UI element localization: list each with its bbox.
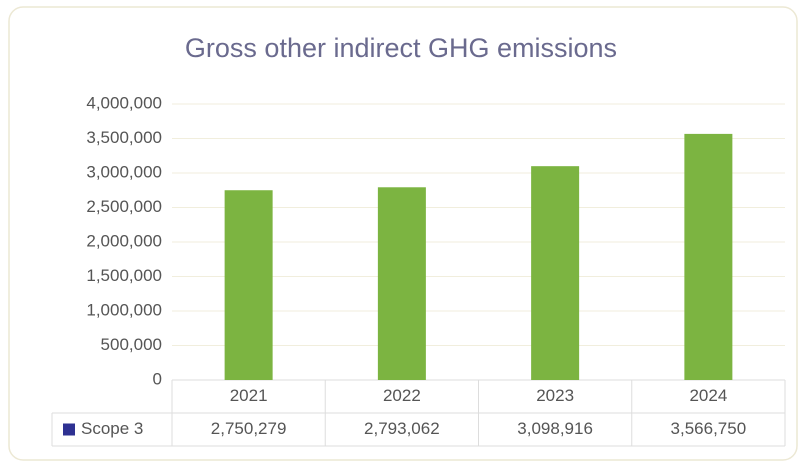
legend-key: [63, 423, 75, 436]
y-tick-label: 3,500,000: [86, 128, 162, 147]
x-tick-label: 2024: [689, 386, 727, 405]
y-tick-label: 3,000,000: [86, 162, 162, 181]
y-tick-label: 1,000,000: [86, 300, 162, 319]
x-tick-label: 2022: [383, 386, 421, 405]
table-value: 3,098,916: [517, 419, 593, 438]
x-tick-label: 2021: [230, 386, 268, 405]
y-tick-label: 2,000,000: [86, 231, 162, 250]
chart-title: Gross other indirect GHG emissions: [185, 33, 617, 63]
table-value: 2,750,279: [211, 419, 287, 438]
bar: [684, 133, 733, 380]
y-tick-label: 500,000: [101, 335, 162, 354]
x-tick-label: 2023: [536, 386, 574, 405]
y-tick-label: 1,500,000: [86, 266, 162, 285]
table-value: 2,793,062: [364, 419, 440, 438]
bar: [224, 190, 273, 380]
legend-label: Scope 3: [81, 419, 143, 438]
table-value: 3,566,750: [671, 419, 747, 438]
y-tick-label: 4,000,000: [86, 93, 162, 112]
y-tick-label: 2,500,000: [86, 197, 162, 216]
bar: [531, 166, 580, 380]
y-tick-label: 0: [153, 369, 162, 388]
bar: [377, 187, 426, 380]
